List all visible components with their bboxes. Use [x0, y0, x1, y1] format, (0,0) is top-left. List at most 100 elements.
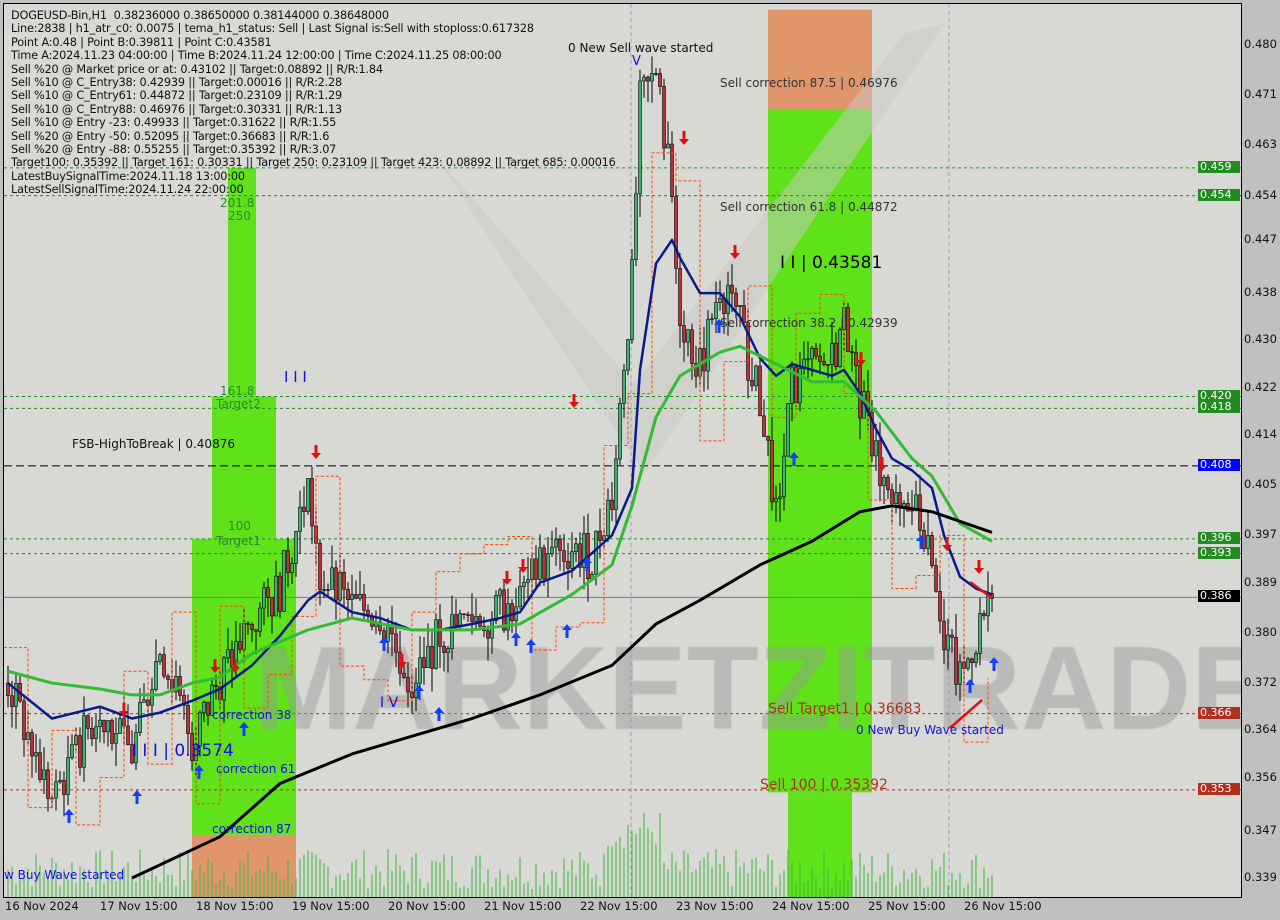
- candle-body: [674, 196, 678, 269]
- candle-body: [658, 73, 662, 87]
- candle-body: [14, 683, 18, 707]
- candle-body: [942, 620, 946, 651]
- candle-body: [654, 73, 658, 75]
- candle-body: [610, 499, 614, 510]
- info-line: Sell %20 @ Entry -88: 0.55255 || Target:…: [11, 143, 337, 157]
- candle-body: [898, 492, 902, 507]
- candle-body: [790, 366, 794, 404]
- candle-body: [730, 284, 734, 294]
- candle-body: [190, 733, 194, 762]
- candle-body: [734, 292, 738, 307]
- y-tick-label: 0.364: [1244, 722, 1277, 737]
- info-line: LatestSellSignalTime:2024.11.24 22:00:00: [11, 183, 244, 197]
- x-tick-label: 19 Nov 15:00: [292, 899, 370, 913]
- candle-body: [914, 494, 918, 510]
- candle-body: [946, 634, 950, 651]
- plot-area[interactable]: 0 New Sell wave started V Sell correction …: [3, 3, 1242, 898]
- buy-arrow-icon: [64, 809, 74, 823]
- candle-body: [870, 411, 874, 457]
- candle-body: [286, 550, 290, 574]
- candle-body: [666, 143, 670, 149]
- info-line: Sell %20 @ Market price or at: 0.43102 |…: [11, 62, 383, 76]
- x-tick-label: 25 Nov 15:00: [868, 899, 946, 913]
- price-level-tag: 0.459: [1198, 160, 1240, 173]
- chart-annotation: FSB-HighToBreak | 0.40876: [72, 436, 235, 451]
- candle-body: [126, 725, 130, 746]
- buy-arrow-icon: [194, 765, 204, 779]
- candle-body: [310, 478, 314, 527]
- chart-annotation: 100: [228, 519, 251, 534]
- candle-body: [582, 533, 586, 568]
- candle-body: [30, 732, 34, 757]
- candle-body: [62, 779, 66, 795]
- candle-body: [34, 752, 38, 757]
- y-tick-label: 0.339: [1244, 870, 1277, 885]
- candle-body: [94, 726, 98, 739]
- candle-body: [106, 720, 110, 733]
- chart-annotation: Sell correction 87.5 | 0.46976: [720, 76, 898, 91]
- y-tick-label: 0.397: [1244, 527, 1277, 542]
- candle-body: [298, 506, 302, 532]
- candle-body: [714, 302, 718, 320]
- sell-arrow-icon: [397, 654, 407, 668]
- buy-arrow-icon: [989, 657, 999, 671]
- candle-body: [82, 715, 86, 768]
- y-tick-label: 0.347: [1244, 822, 1277, 837]
- candle-body: [354, 594, 358, 599]
- candle-body: [386, 625, 390, 642]
- price-level-tag: 0.386: [1198, 590, 1240, 603]
- candle-body: [458, 613, 462, 626]
- candle-body: [770, 440, 774, 503]
- x-tick-label: 17 Nov 15:00: [100, 899, 178, 913]
- candle-body: [38, 752, 42, 780]
- y-tick-label: 0.480: [1244, 37, 1277, 51]
- info-line: Sell %20 @ Entry -50: 0.52095 || Target:…: [11, 129, 330, 143]
- candle-body: [562, 550, 566, 562]
- candle-body: [754, 365, 758, 387]
- candle-body: [846, 307, 850, 352]
- price-level-tag: 0.366: [1198, 706, 1240, 719]
- candle-body: [490, 620, 494, 639]
- candle-body: [954, 636, 958, 685]
- candle-body: [282, 550, 286, 612]
- candle-body: [326, 589, 330, 591]
- buy-arrow-icon: [916, 535, 926, 549]
- info-line: Sell %10 @ Entry -23: 0.49933 || Target:…: [11, 116, 337, 130]
- chart-annotation: Target2: [216, 397, 261, 412]
- moving-average-2: [7, 344, 993, 697]
- candle-body: [566, 561, 570, 569]
- moving-average-3: [131, 504, 993, 880]
- y-tick-label: 0.405: [1244, 477, 1277, 492]
- info-line: Time A:2024.11.23 04:00:00 | Time B:2024…: [11, 49, 502, 63]
- candle-body: [618, 403, 622, 460]
- candle-body: [394, 633, 398, 653]
- candle-body: [874, 440, 878, 457]
- candle-body: [774, 498, 778, 503]
- candle-body: [726, 284, 730, 314]
- candle-body: [150, 689, 154, 706]
- sell-arrow-icon: [569, 394, 579, 408]
- candle-body: [494, 595, 498, 621]
- candle-body: [462, 613, 466, 616]
- x-tick-label: 24 Nov 15:00: [772, 899, 850, 913]
- candle-body: [202, 701, 206, 714]
- candle-body: [782, 455, 786, 498]
- candle-body: [426, 646, 430, 668]
- candle-body: [230, 649, 234, 667]
- sell-arrow-icon: [210, 659, 220, 673]
- candle-body: [98, 719, 102, 728]
- candle-body: [258, 607, 262, 632]
- candle-body: [198, 712, 202, 747]
- candle-body: [646, 76, 650, 82]
- buy-arrow-icon: [379, 637, 389, 651]
- candle-body: [262, 587, 266, 609]
- candle-body: [66, 757, 70, 795]
- candle-body: [578, 543, 582, 568]
- candle-body: [74, 735, 78, 745]
- x-tick-label: 20 Nov 15:00: [388, 899, 466, 913]
- candle-body: [418, 657, 422, 684]
- candle-body: [378, 621, 382, 632]
- candle-body: [346, 588, 350, 600]
- candle-body: [78, 735, 82, 768]
- buy-arrow-icon: [789, 452, 799, 466]
